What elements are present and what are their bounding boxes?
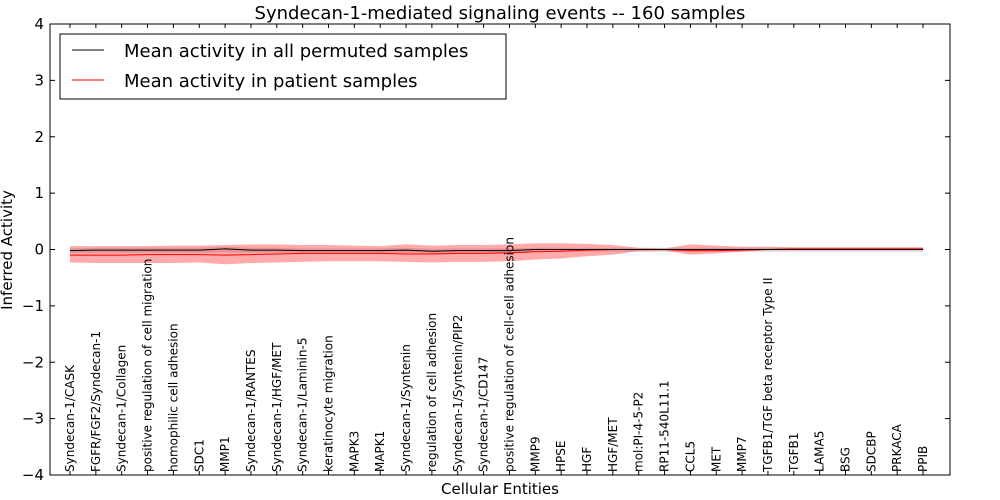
- y-tick-label: 3: [34, 71, 44, 89]
- x-tick-label: MMP7: [735, 436, 749, 472]
- x-tick-label: HPSE: [554, 441, 568, 472]
- x-tick-label: mol:PI-4-5-P2: [632, 392, 646, 472]
- x-tick-label: SDC1: [192, 439, 206, 472]
- x-tick-label: PRKACA: [890, 423, 904, 472]
- y-tick-label: 0: [34, 241, 44, 259]
- x-tick-label: Syndecan-1/CASK: [63, 364, 77, 472]
- x-tick-label: Syndecan-1/HGF/MET: [270, 342, 284, 472]
- x-tick-label: Syndecan-1/Syntenin/PIP2: [451, 314, 465, 472]
- x-tick-label: CCL5: [683, 441, 697, 472]
- y-tick-label: 4: [34, 15, 44, 33]
- x-tick-label: positive regulation of cell migration: [141, 259, 155, 472]
- band-permuted: [70, 246, 924, 254]
- x-tick-label: MAPK1: [373, 431, 387, 472]
- legend: Mean activity in all permuted samples Me…: [59, 33, 507, 100]
- series-line-permuted: [69, 248, 924, 252]
- x-tick-label: TGFB1/TGF beta receptor Type II: [761, 277, 775, 473]
- x-tick-label: homophilic cell adhesion: [166, 323, 180, 472]
- y-tick-label: 1: [34, 184, 44, 202]
- chart-title: Syndecan-1-mediated signaling events -- …: [255, 3, 746, 24]
- plot-area: −4 −3 −2 −1 0 1 2 3 4 Syndecan-1/CASK FGFR/FGF2/Sy…: [22, 15, 951, 484]
- y-tick-label: 2: [34, 128, 44, 146]
- x-tick-label: Syndecan-1/Syntenin: [399, 344, 413, 472]
- x-tick-label: SDCBP: [864, 431, 878, 472]
- x-tick-label: Syndecan-1/CD147: [477, 357, 491, 472]
- y-tick-label: −2: [22, 353, 44, 371]
- x-tick-label: MAPK3: [347, 431, 361, 472]
- x-tick-label: Syndecan-1/Laminin-5: [296, 338, 310, 472]
- x-tick-label: TGFB1: [787, 433, 801, 473]
- x-tick-label: FGFR/FGF2/Syndecan-1: [89, 331, 103, 472]
- y-tick-label: −1: [22, 297, 44, 315]
- x-tick-label: MET: [709, 446, 723, 472]
- x-tick-label: regulation of cell adhesion: [425, 313, 439, 472]
- x-tick-label: HGF/MET: [606, 417, 620, 472]
- x-axis-label: Cellular Entities: [441, 480, 559, 498]
- x-tick-label: MMP1: [218, 436, 232, 472]
- x-tick-label: BSG: [839, 447, 853, 472]
- y-axis-label: Inferred Activity: [0, 190, 16, 310]
- x-tick-label: HGF: [580, 447, 594, 472]
- x-tick-label: keratinocyte migration: [322, 335, 336, 472]
- y-tick-label: −4: [22, 466, 44, 484]
- x-tick-label: positive regulation of cell-cell adhesio…: [503, 237, 517, 472]
- x-tick-label: Syndecan-1/RANTES: [244, 350, 258, 472]
- x-tick-label: Syndecan-1/Collagen: [115, 345, 129, 472]
- x-tick-label: MMP9: [528, 436, 542, 472]
- legend-label-patient: Mean activity in patient samples: [124, 71, 418, 92]
- legend-label-permuted: Mean activity in all permuted samples: [124, 41, 468, 62]
- x-tick-label: LAMA5: [813, 431, 827, 472]
- band-patient: [70, 243, 924, 265]
- x-tick-label: RP11-540L11.1: [658, 381, 672, 472]
- legend-box: [59, 33, 507, 100]
- x-tick-label: PPIB: [916, 446, 930, 472]
- y-tick-label: −3: [22, 410, 44, 428]
